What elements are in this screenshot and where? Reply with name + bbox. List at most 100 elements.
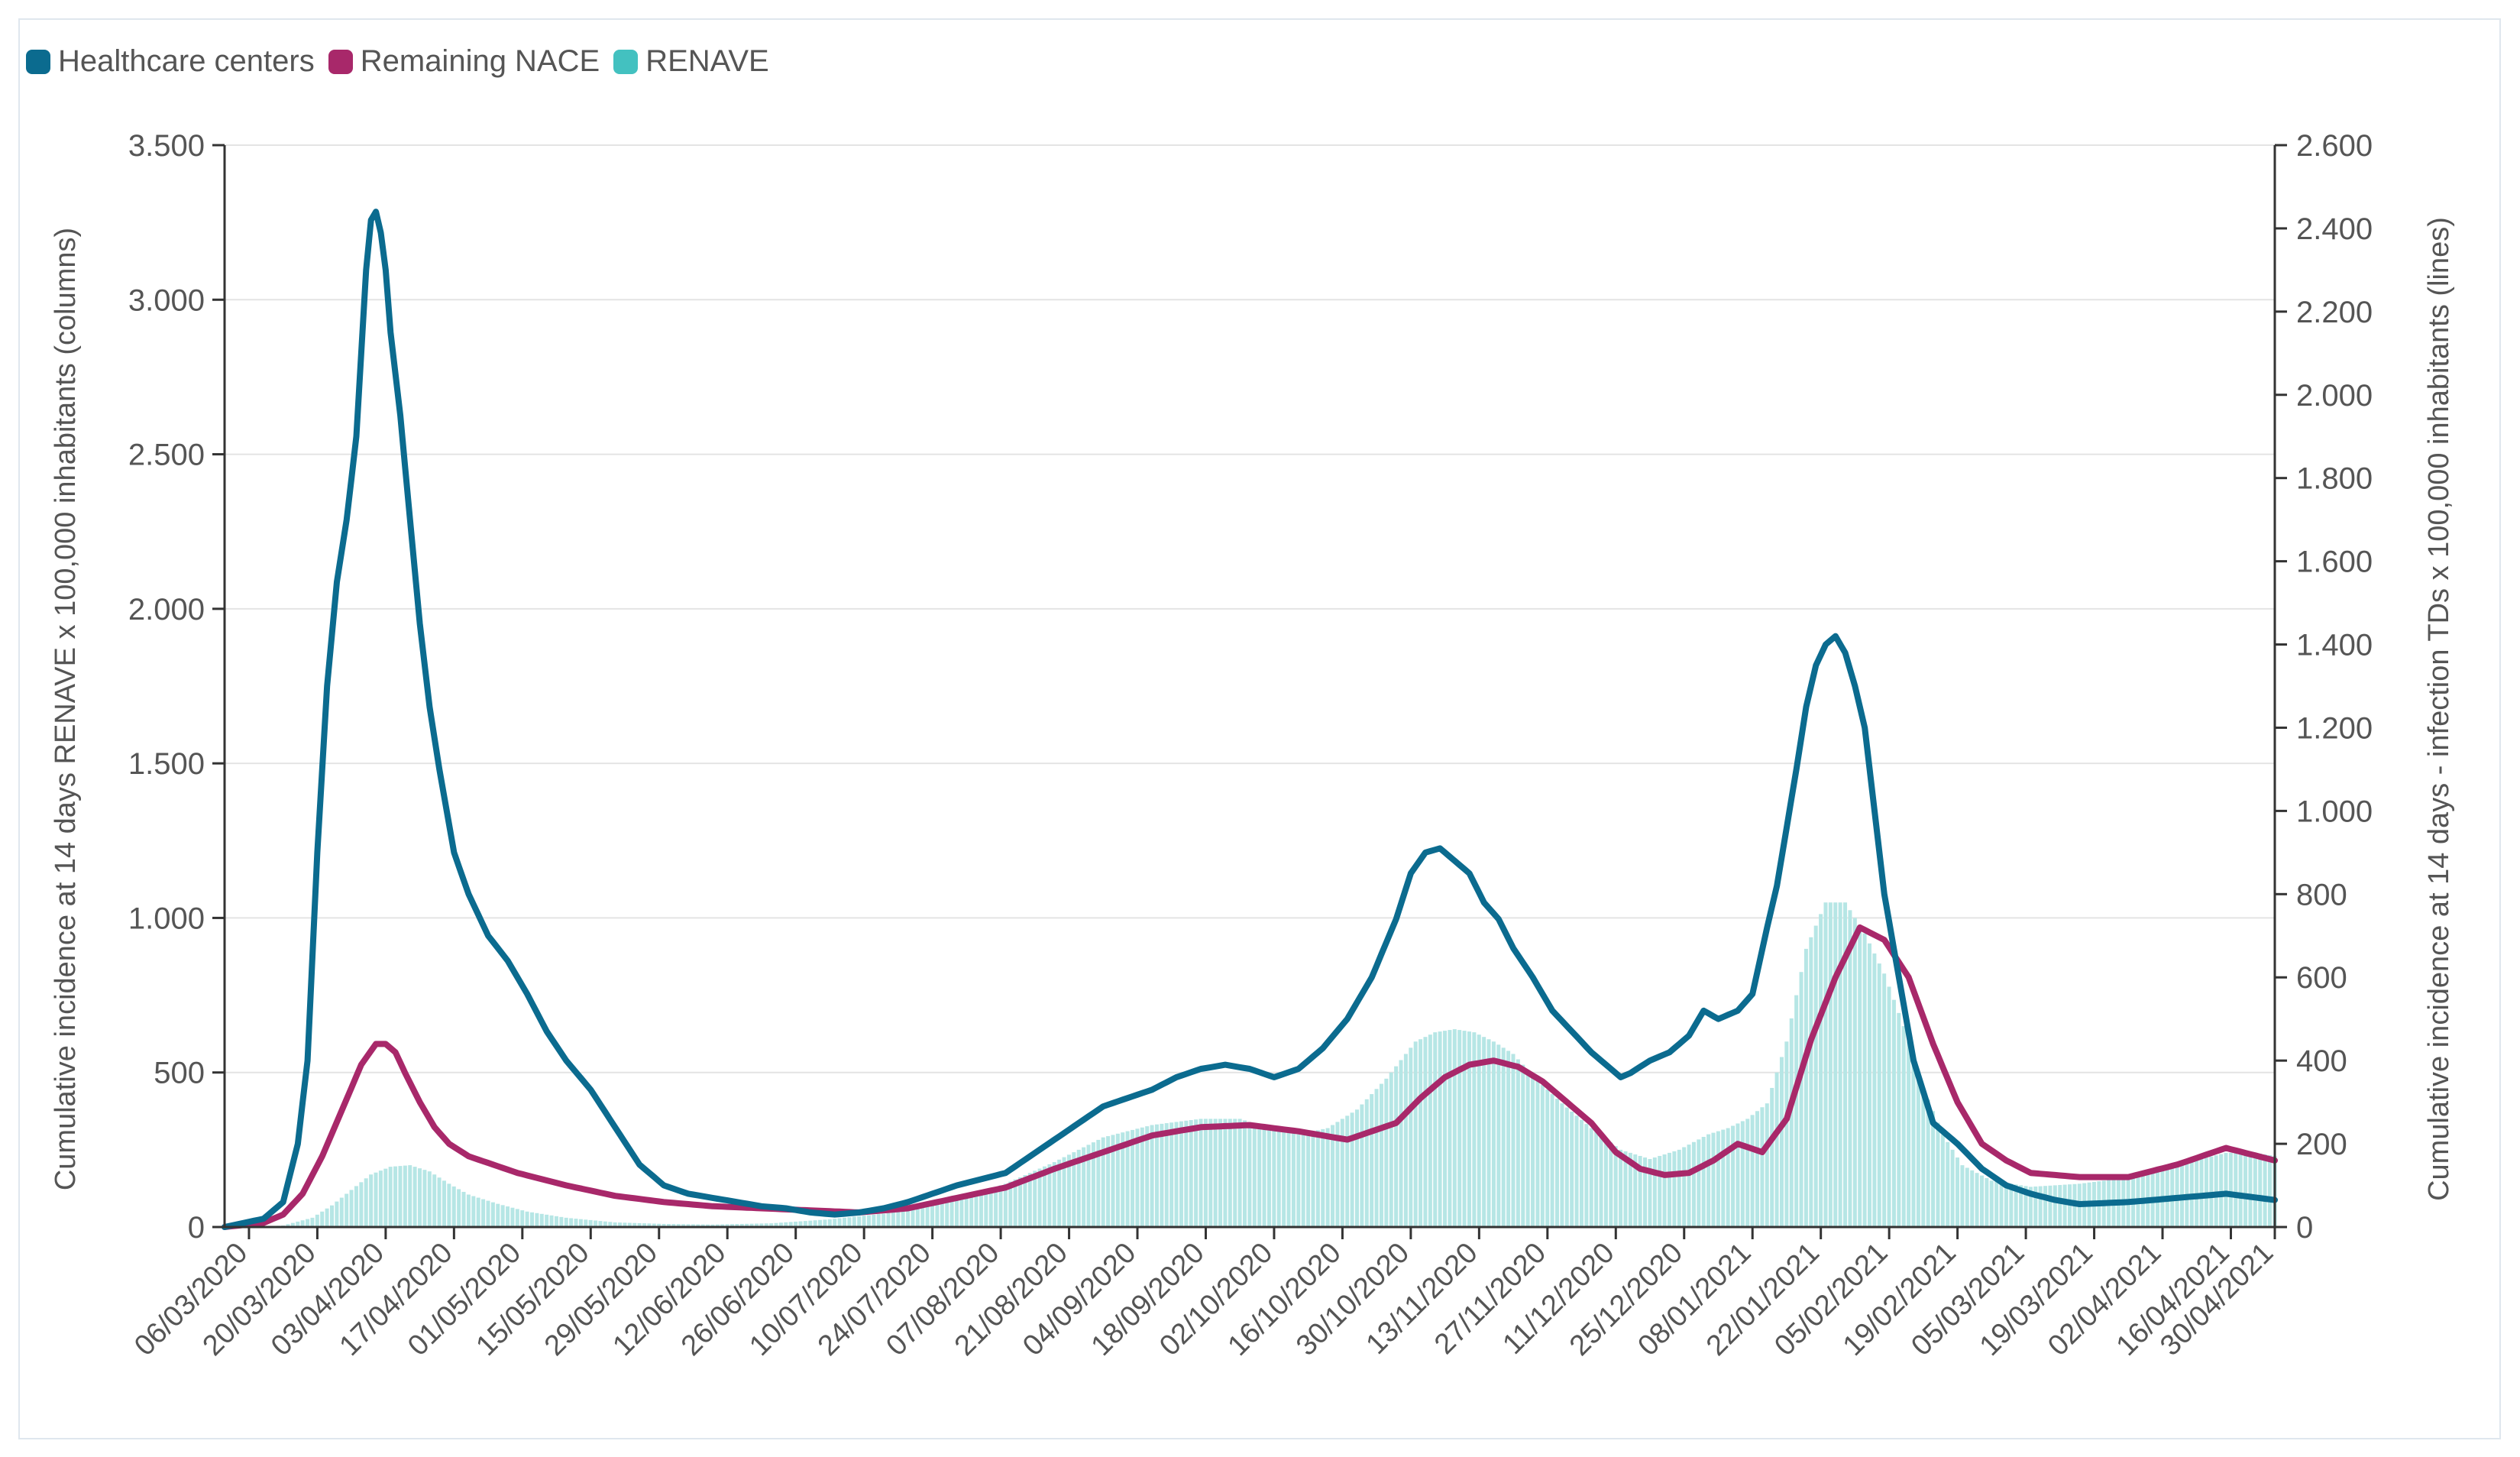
renave-column <box>1731 1125 1736 1227</box>
renave-column <box>549 1215 554 1227</box>
renave-column <box>1931 1111 1936 1227</box>
renave-column <box>1433 1032 1438 1227</box>
legend-label-healthcare-centers: Healthcare centers <box>58 44 315 78</box>
renave-column <box>974 1193 979 1227</box>
renave-column <box>1965 1167 1969 1227</box>
renave-column <box>1628 1152 1632 1227</box>
renave-column <box>1506 1051 1511 1227</box>
renave-column <box>1247 1122 1252 1227</box>
renave-column <box>1589 1128 1593 1227</box>
renave-column <box>2234 1152 2238 1227</box>
renave-column <box>1428 1034 1432 1227</box>
renave-column <box>706 1224 710 1227</box>
renave-column <box>339 1197 344 1227</box>
renave-column <box>1843 902 1848 1227</box>
renave-column <box>1023 1175 1027 1227</box>
renave-column <box>564 1217 568 1227</box>
renave-column <box>329 1205 334 1227</box>
renave-column <box>335 1201 339 1227</box>
right-tick-label: 600 <box>2296 961 2347 995</box>
left-tick-label: 1.500 <box>128 747 205 781</box>
renave-column <box>2038 1186 2043 1227</box>
renave-column <box>1897 1012 1901 1227</box>
renave-column <box>1501 1047 1506 1227</box>
renave-column <box>1228 1119 1232 1227</box>
renave-column <box>412 1167 417 1227</box>
renave-column <box>2253 1152 2257 1227</box>
renave-column <box>1979 1175 1984 1227</box>
renave-column <box>627 1222 632 1227</box>
renave-column <box>1331 1125 1335 1227</box>
renave-column <box>422 1170 427 1227</box>
renave-column <box>911 1208 915 1227</box>
renave-column <box>1901 1026 1906 1227</box>
renave-column <box>578 1219 583 1227</box>
renave-column <box>437 1177 442 1227</box>
renave-column <box>2214 1155 2218 1227</box>
renave-column <box>1403 1054 1408 1227</box>
renave-column <box>969 1194 974 1227</box>
renave-column <box>1652 1157 1657 1227</box>
chart-frame <box>18 18 2501 1439</box>
renave-column <box>1511 1054 1516 1227</box>
renave-column <box>671 1224 676 1227</box>
renave-column <box>642 1223 646 1227</box>
legend-item-remaining-nace[interactable]: Remaining NACE <box>328 44 600 79</box>
renave-column <box>1262 1126 1266 1227</box>
renave-column <box>388 1167 393 1227</box>
renave-column <box>1472 1032 1477 1227</box>
renave-column <box>559 1216 564 1227</box>
renave-column <box>1613 1146 1618 1227</box>
renave-column <box>652 1223 656 1227</box>
renave-column <box>862 1216 866 1227</box>
renave-column <box>1872 953 1877 1227</box>
renave-column <box>1813 925 1818 1227</box>
renave-column <box>2023 1186 2028 1227</box>
renave-column <box>1384 1078 1389 1227</box>
legend-item-renave[interactable]: RENAVE <box>613 44 769 79</box>
left-tick-label: 2.500 <box>128 439 205 472</box>
renave-column <box>1784 1041 1789 1227</box>
renave-column <box>959 1197 964 1227</box>
renave-column <box>1809 937 1813 1227</box>
renave-column <box>1101 1137 1105 1227</box>
renave-column <box>2009 1183 2014 1227</box>
renave-column <box>1438 1031 1442 1227</box>
renave-column <box>1315 1130 1320 1227</box>
renave-column <box>481 1199 486 1227</box>
renave-column <box>1560 1103 1564 1227</box>
renave-column <box>872 1214 876 1227</box>
renave-column <box>1301 1133 1305 1227</box>
right-tick-label: 1.800 <box>2296 462 2373 496</box>
renave-column <box>1160 1123 1164 1227</box>
right-tick-label: 2.000 <box>2296 379 2373 413</box>
renave-column <box>1276 1130 1281 1227</box>
renave-column <box>554 1216 558 1227</box>
renave-column <box>345 1193 349 1227</box>
renave-column <box>1687 1145 1691 1227</box>
renave-column <box>1609 1142 1613 1227</box>
legend-swatch-renave <box>613 49 639 74</box>
renave-column <box>637 1222 642 1227</box>
right-tick-label: 1.000 <box>2296 795 2373 828</box>
renave-column <box>1852 918 1857 1227</box>
renave-column <box>1956 1157 1960 1227</box>
renave-column <box>1555 1099 1559 1227</box>
legend-item-healthcare-centers[interactable]: Healthcare centers <box>26 44 315 79</box>
renave-column <box>1946 1141 1950 1227</box>
chart-legend: Healthcare centers Remaining NACE RENAVE <box>26 44 775 79</box>
left-tick-label: 3.500 <box>128 129 205 163</box>
renave-column <box>1477 1034 1481 1227</box>
renave-column <box>1755 1111 1760 1227</box>
renave-column <box>852 1216 856 1227</box>
renave-column <box>2219 1154 2224 1227</box>
renave-column <box>545 1214 549 1227</box>
renave-column <box>2014 1184 2018 1227</box>
renave-column <box>1525 1070 1530 1227</box>
series-line-remaining-nace <box>222 924 2278 1230</box>
renave-column <box>1579 1119 1583 1227</box>
renave-column <box>1819 914 1823 1227</box>
renave-column <box>1199 1119 1203 1227</box>
renave-column <box>1335 1122 1340 1227</box>
